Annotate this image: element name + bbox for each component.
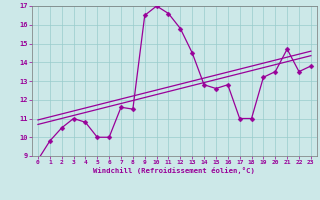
X-axis label: Windchill (Refroidissement éolien,°C): Windchill (Refroidissement éolien,°C) — [93, 167, 255, 174]
